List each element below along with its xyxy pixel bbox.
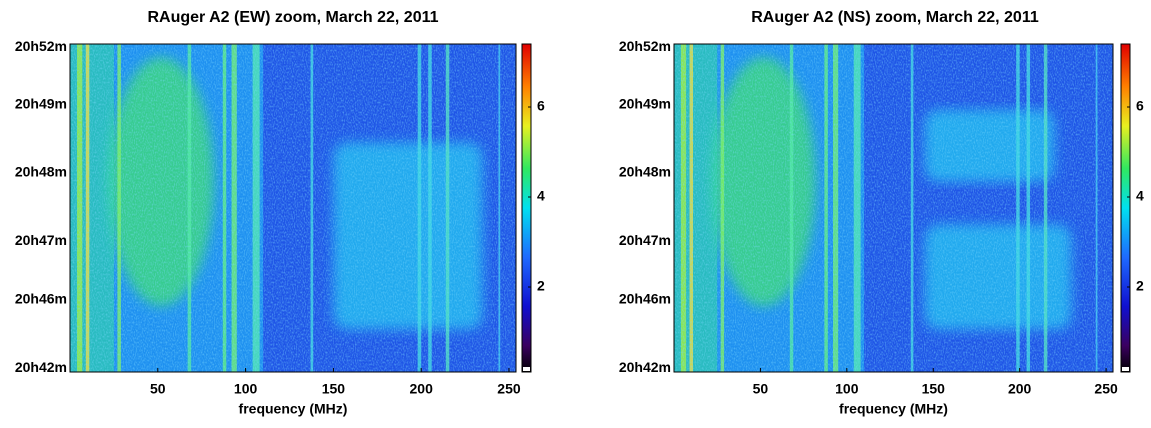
y-tick-label: 20h47m [15, 232, 67, 248]
colorbar [521, 43, 532, 373]
plot-frame [69, 43, 517, 373]
y-tick-label: 20h52m [619, 38, 671, 54]
image [674, 44, 1113, 372]
chart-title: RAuger A2 (EW) zoom, March 22, 2011 [147, 9, 438, 26]
x-axis-label: frequency (MHz) [839, 401, 948, 417]
spectrogram: RAuger A2 (EW) zoom, March 22, 2011 frequ… [15, 9, 545, 416]
y-tick-label: 20h52m [15, 38, 67, 54]
colorbar-tick-label: 6 [1136, 98, 1144, 114]
spectrogram: RAuger A2 (NS) zoom, March 22, 2011 frequ… [619, 9, 1144, 416]
x-tick-label: 50 [753, 381, 769, 397]
y-tick-label: 20h48m [15, 164, 67, 180]
colorbar-under [1122, 367, 1129, 371]
x-tick-label: 100 [234, 381, 258, 397]
y-tick-label: 20h46m [15, 291, 67, 307]
colorbar-under [523, 367, 530, 371]
y-tick-label: 20h47m [619, 232, 671, 248]
colorbar-tick-label: 2 [1136, 278, 1144, 294]
x-tick-label: 200 [1008, 381, 1032, 397]
chart-title: RAuger A2 (NS) zoom, March 22, 2011 [751, 9, 1039, 26]
plot-frame [673, 43, 1114, 373]
x-tick-label: 150 [922, 381, 946, 397]
colorbar-tick-label: 6 [537, 98, 545, 114]
noise [674, 44, 1113, 372]
x-tick-label: 150 [322, 381, 346, 397]
y-tick-label: 20h48m [619, 164, 671, 180]
y-tick-label: 20h46m [619, 291, 671, 307]
noise [70, 44, 516, 372]
colorbar-tick-label: 2 [537, 278, 545, 294]
y-tick-label: 20h49m [619, 96, 671, 112]
colorbar [1120, 43, 1131, 373]
y-tick-label: 20h49m [15, 96, 67, 112]
x-tick-label: 250 [1094, 381, 1118, 397]
x-axis-label: frequency (MHz) [239, 401, 348, 417]
colorbar-tick-label: 4 [537, 188, 545, 204]
x-tick-label: 50 [150, 381, 166, 397]
colorbar-tick-label: 4 [1136, 188, 1144, 204]
image [70, 44, 516, 372]
x-tick-label: 200 [410, 381, 434, 397]
y-tick-label: 20h42m [619, 359, 671, 375]
x-tick-label: 250 [497, 381, 521, 397]
x-tick-label: 100 [835, 381, 859, 397]
y-tick-label: 20h42m [15, 359, 67, 375]
